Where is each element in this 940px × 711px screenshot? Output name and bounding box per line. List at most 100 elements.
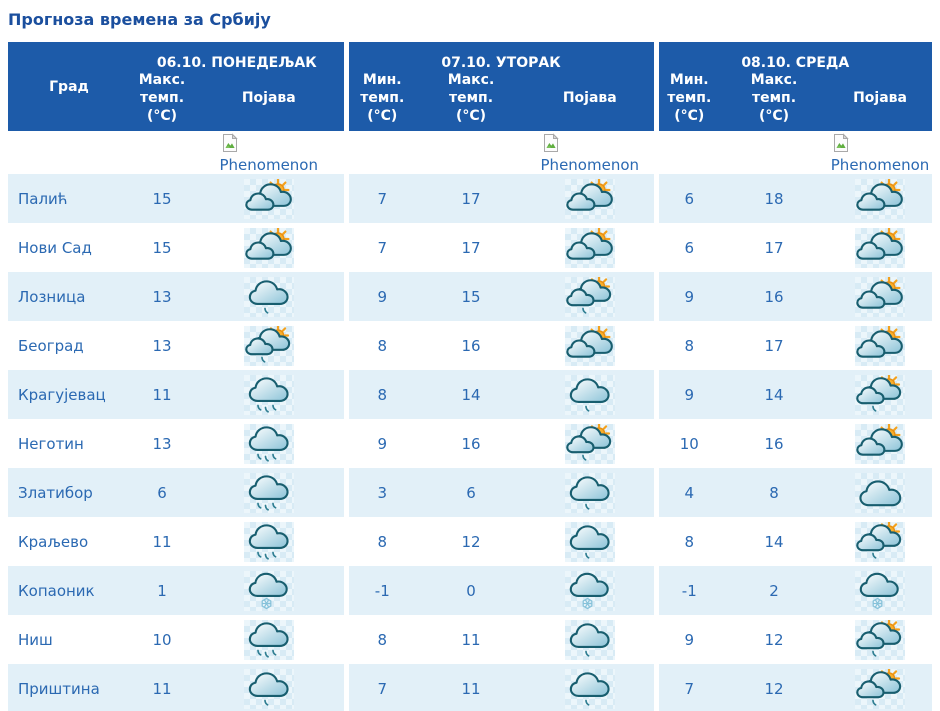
phenomenon-alt-label: Phenomenon	[830, 156, 930, 174]
phenomenon-cell-tuesday	[526, 664, 657, 711]
phenomenon-cell-wednesday	[828, 321, 932, 370]
phenomenon-cell-tuesday	[526, 272, 657, 321]
temp-cell-tuesday-max: 6	[416, 468, 527, 517]
weather-icon-cloud-drizzle	[243, 276, 294, 317]
day-header-monday: 06.10. ПОНЕДЕЉАК	[130, 42, 347, 71]
page-title: Прогноза времена за Србију	[8, 10, 271, 29]
temp-cell-monday-max: 15	[152, 238, 172, 257]
temp-cell-wednesday-min: 6	[653, 223, 721, 272]
phenomenon-cell-tuesday	[526, 468, 657, 517]
phenomenon-alt-label: Phenomenon	[219, 156, 319, 174]
phenomenon-cell-monday	[194, 664, 347, 711]
weather-icon-sun-clouds	[855, 178, 906, 219]
phenomenon-cell-monday	[194, 419, 346, 468]
weather-icon-cloud-rain	[243, 521, 294, 562]
temp-cell-wednesday-max: 16	[720, 272, 829, 321]
forecast-table: Град 06.10. ПОНЕДЕЉАК 07.10. УТОРАК 08.10. …	[8, 42, 933, 711]
city-cell: Ниш	[18, 630, 53, 649]
temp-cell-tuesday-max: 12	[461, 532, 481, 551]
phenomenon-cell-tuesday	[526, 174, 657, 223]
temp-cell-wednesday-max: 14	[720, 370, 829, 419]
phenomenon-cell-tuesday	[526, 321, 656, 370]
temp-cell-wednesday-min: 7	[653, 664, 721, 711]
weather-icon-cloud-rain	[243, 472, 294, 513]
city-cell: Београд	[18, 336, 84, 355]
weather-icon-cloud-drizzle	[564, 668, 615, 709]
weather-icon-sun-clouds-drizzle	[855, 374, 906, 415]
temp-cell-tuesday-max: 11	[416, 664, 527, 711]
temp-cell-monday-max: 13	[152, 434, 172, 453]
temp-cell-wednesday-max: 16	[764, 434, 784, 453]
table-body: Phenomenon Phenomenon Phenomenon Палић 15 7…	[8, 131, 933, 711]
city-cell: Златибор	[8, 468, 130, 517]
temp-cell-tuesday-min: 8	[343, 517, 417, 566]
forecast-row: Златибор 6 3 6 4 8	[8, 468, 933, 517]
weather-icon-sun-clouds	[243, 227, 294, 268]
temp-cell-tuesday-max: 14	[416, 370, 527, 419]
broken-image-icon	[220, 133, 240, 157]
phenomenon-cell-wednesday	[828, 615, 932, 664]
temp-cell-wednesday-min: 9	[653, 272, 721, 321]
temp-cell-monday-max: 13	[152, 336, 172, 355]
phenomenon-cell-tuesday	[526, 517, 656, 566]
temp-cell-tuesday-max: 17	[461, 238, 481, 257]
phenomenon-cell-wednesday	[828, 272, 933, 321]
weather-icon-cloud-snow	[855, 570, 906, 611]
weather-icon-sun-clouds-drizzle	[243, 325, 294, 366]
weather-icon-sun-clouds	[564, 325, 615, 366]
phenomenon-cell-wednesday	[828, 370, 933, 419]
city-cell: Лозница	[8, 272, 130, 321]
weather-icon-sun-clouds	[243, 178, 294, 219]
phenomenon-cell-tuesday	[526, 566, 657, 615]
phenomenon-cell-monday	[194, 566, 347, 615]
weather-icon-cloud-drizzle	[564, 619, 615, 660]
temp-cell-tuesday-min: 7	[343, 223, 417, 272]
temp-cell-wednesday-min: 9	[653, 370, 721, 419]
weather-icon-sun-clouds-drizzle	[855, 521, 906, 562]
temp-cell-tuesday-min: 7	[343, 664, 417, 711]
weather-icon-sun-clouds	[855, 325, 906, 366]
temp-cell-monday-max: 6	[130, 468, 194, 517]
weather-icon-sun-clouds	[855, 227, 906, 268]
column-header-wednesday-min: Мин. темп. (°C)	[653, 71, 721, 131]
weather-icon-sun-clouds	[855, 276, 906, 317]
forecast-row: Палић 15 7 17 6 18	[8, 174, 933, 223]
weather-icon-cloud-snow	[564, 570, 615, 611]
phenomenon-cell-wednesday	[828, 566, 933, 615]
weather-icon-cloud-snow	[243, 570, 294, 611]
weather-icon-cloud-rain	[243, 423, 294, 464]
temp-cell-monday-max: 13	[130, 272, 194, 321]
phenomenon-cell-monday	[194, 370, 347, 419]
forecast-row: Ниш 10 8 11 9 12	[8, 615, 932, 664]
phenomenon-cell-wednesday	[828, 419, 932, 468]
phenomenon-cell-tuesday	[526, 370, 657, 419]
temp-cell-wednesday-min: 4	[653, 468, 721, 517]
temp-cell-wednesday-min: 9	[653, 615, 721, 664]
column-header-monday-max: Макс. темп. (°C)	[130, 71, 194, 131]
city-cell: Краљево	[18, 532, 89, 551]
column-header-tuesday-pojava: Појава	[526, 71, 657, 131]
forecast-row: Приштина 11 7 11 7 12	[8, 664, 933, 711]
city-cell: Палић	[8, 174, 130, 223]
temp-cell-wednesday-min: 8	[653, 321, 721, 370]
column-header-tuesday-min: Мин. темп. (°C)	[343, 71, 417, 131]
temp-cell-tuesday-min: 7	[343, 174, 417, 223]
phenomenon-cell-wednesday	[828, 223, 932, 272]
temp-cell-wednesday-max: 18	[720, 174, 829, 223]
temp-cell-tuesday-max: 15	[416, 272, 527, 321]
temp-cell-wednesday-min: 8	[653, 517, 721, 566]
weather-icon-cloud-drizzle	[243, 668, 294, 709]
forecast-row: Краљево 11 8 12 8 14	[8, 517, 932, 566]
column-header-city: Град	[8, 42, 130, 131]
weather-icon-cloud-drizzle	[564, 374, 615, 415]
temp-cell-tuesday-max: 16	[461, 336, 481, 355]
broken-image-icon	[831, 133, 851, 157]
broken-image-icon	[541, 133, 561, 157]
temp-cell-tuesday-max: 11	[461, 630, 481, 649]
city-cell: Крагујевац	[8, 370, 130, 419]
column-header-wednesday-pojava: Појава	[828, 71, 933, 131]
phenomenon-placeholder: Phenomenon	[828, 131, 933, 174]
temp-cell-monday-max: 10	[152, 630, 172, 649]
phenomenon-cell-monday	[194, 272, 347, 321]
phenomenon-cell-monday	[194, 223, 346, 272]
